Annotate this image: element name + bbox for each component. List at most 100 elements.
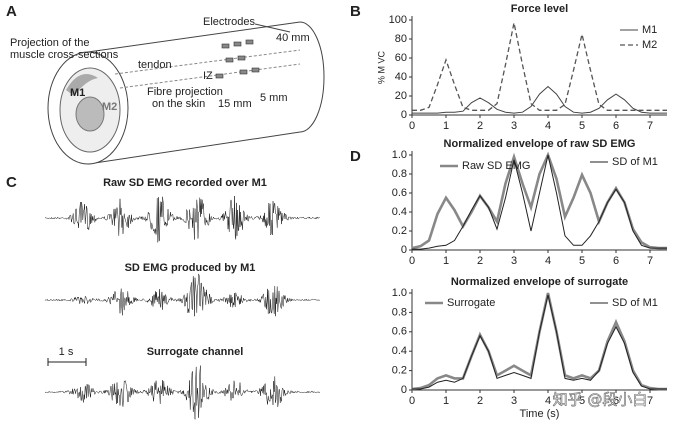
series-line — [412, 294, 667, 390]
y-tick-label: 0.6 — [392, 187, 407, 199]
x-tick-label: 2 — [477, 120, 483, 132]
legend-label: M1 — [642, 24, 657, 36]
cylinder-diagram: Electrodes 40 mm Projection of the muscl… — [10, 16, 325, 165]
x-tick-label: 6 — [613, 120, 619, 132]
cylinder-edge — [87, 21, 301, 53]
x-tick-label: 1 — [443, 120, 449, 132]
diagram-label: M2 — [102, 101, 117, 113]
x-tick-label: 5 — [579, 395, 585, 407]
trace-title: Surrogate channel — [147, 346, 244, 358]
electrode — [233, 41, 242, 47]
y-tick-label: 0.4 — [392, 345, 407, 357]
panel-label: A — [6, 3, 17, 20]
x-tick-label: 6 — [613, 255, 619, 267]
electrode — [251, 67, 260, 73]
diagram-label: M1 — [70, 87, 85, 99]
x-tick-label: 7 — [647, 395, 653, 407]
diagram-label: Fibre projection — [147, 86, 223, 98]
legend-label: SD of M1 — [612, 297, 658, 309]
diagram-label: 15 mm — [218, 98, 252, 110]
x-tick-label: 0 — [409, 120, 415, 132]
legend-label: SD of M1 — [612, 156, 658, 168]
trace-title: Raw SD EMG recorded over M1 — [103, 177, 267, 189]
fibre-line — [119, 63, 301, 89]
series-line — [412, 85, 667, 114]
x-tick-label: 1 — [443, 255, 449, 267]
panel-label: C — [6, 174, 17, 191]
y-tick-label: 0.2 — [392, 365, 407, 377]
electrode — [215, 73, 224, 79]
y-tick-label: 0.6 — [392, 326, 407, 338]
x-tick-label: 2 — [477, 395, 483, 407]
x-tick-label: 7 — [647, 255, 653, 267]
x-tick-label: 0 — [409, 255, 415, 267]
watermark: 知乎 @段小白 — [553, 391, 648, 409]
series-line — [411, 151, 667, 250]
diagram-label: tendon — [138, 59, 172, 71]
chart-title: Normalized envelope of surrogate — [451, 276, 628, 288]
electrode — [239, 69, 248, 75]
scale-bar — [47, 358, 87, 366]
diagram-label: 5 mm — [260, 92, 288, 104]
y-tick-label: 0.8 — [392, 306, 407, 318]
x-tick-label: 6 — [613, 395, 619, 407]
x-tick-label: 5 — [579, 120, 585, 132]
electrode — [225, 57, 234, 63]
m2-region — [75, 96, 105, 132]
tendon-line — [114, 49, 301, 75]
y-axis-label: % M VC — [376, 51, 386, 85]
electrode — [221, 43, 230, 49]
diagram-label: IZ — [203, 70, 213, 82]
x-tick-label: 4 — [545, 395, 551, 407]
diagram-label: 40 mm — [276, 32, 310, 44]
y-tick-label: 80 — [395, 33, 407, 45]
panel-label: B — [350, 3, 361, 20]
series-line — [412, 22, 667, 111]
y-tick-label: 60 — [395, 52, 407, 64]
x-tick-label: 5 — [579, 255, 585, 267]
y-tick-label: 0.8 — [392, 168, 407, 180]
series-line — [412, 154, 667, 250]
y-tick-label: 20 — [395, 90, 407, 102]
x-tick-label: 2 — [477, 255, 483, 267]
x-tick-label: 0 — [409, 395, 415, 407]
y-tick-label: 0.4 — [392, 206, 407, 218]
m1-region — [66, 74, 98, 96]
legend-label: M2 — [642, 39, 657, 51]
x-tick-label: 4 — [545, 120, 551, 132]
emg-trace — [44, 273, 320, 317]
chart-title: Force level — [511, 3, 568, 15]
legend-label: Raw SD EMG — [462, 160, 530, 172]
emg-trace — [44, 195, 320, 243]
diagram-label: muscle cross-sections — [10, 49, 119, 61]
y-tick-label: 0 — [401, 384, 407, 396]
chart-title: Normalized envelope of raw SD EMG — [444, 138, 636, 150]
diagram-label: Electrodes — [203, 16, 255, 28]
cylinder-edge — [87, 131, 301, 165]
y-tick-label: 0 — [401, 244, 407, 256]
scale-bar-label: 1 s — [59, 346, 74, 358]
x-tick-label: 4 — [545, 255, 551, 267]
x-tick-label: 3 — [511, 120, 517, 132]
x-axis-label: Time (s) — [520, 408, 560, 420]
panel-label: D — [350, 148, 361, 165]
cylinder-end — [299, 21, 325, 133]
x-tick-label: 3 — [511, 255, 517, 267]
x-tick-label: 3 — [511, 395, 517, 407]
y-tick-label: 40 — [395, 71, 407, 83]
diagram-label: Projection of the — [10, 37, 90, 49]
trace-title: SD EMG produced by M1 — [125, 262, 256, 274]
x-tick-label: 7 — [647, 120, 653, 132]
diagram-label: on the skin — [152, 98, 205, 110]
pointer — [254, 23, 291, 33]
y-tick-label: 100 — [389, 14, 407, 26]
y-tick-label: 1.0 — [392, 149, 407, 161]
x-tick-label: 1 — [443, 395, 449, 407]
y-tick-label: 0 — [401, 109, 407, 121]
legend-label: Surrogate — [447, 297, 495, 309]
electrode — [237, 55, 246, 61]
electrode — [245, 39, 254, 45]
y-tick-label: 0.2 — [392, 225, 407, 237]
y-tick-label: 1.0 — [392, 287, 407, 299]
